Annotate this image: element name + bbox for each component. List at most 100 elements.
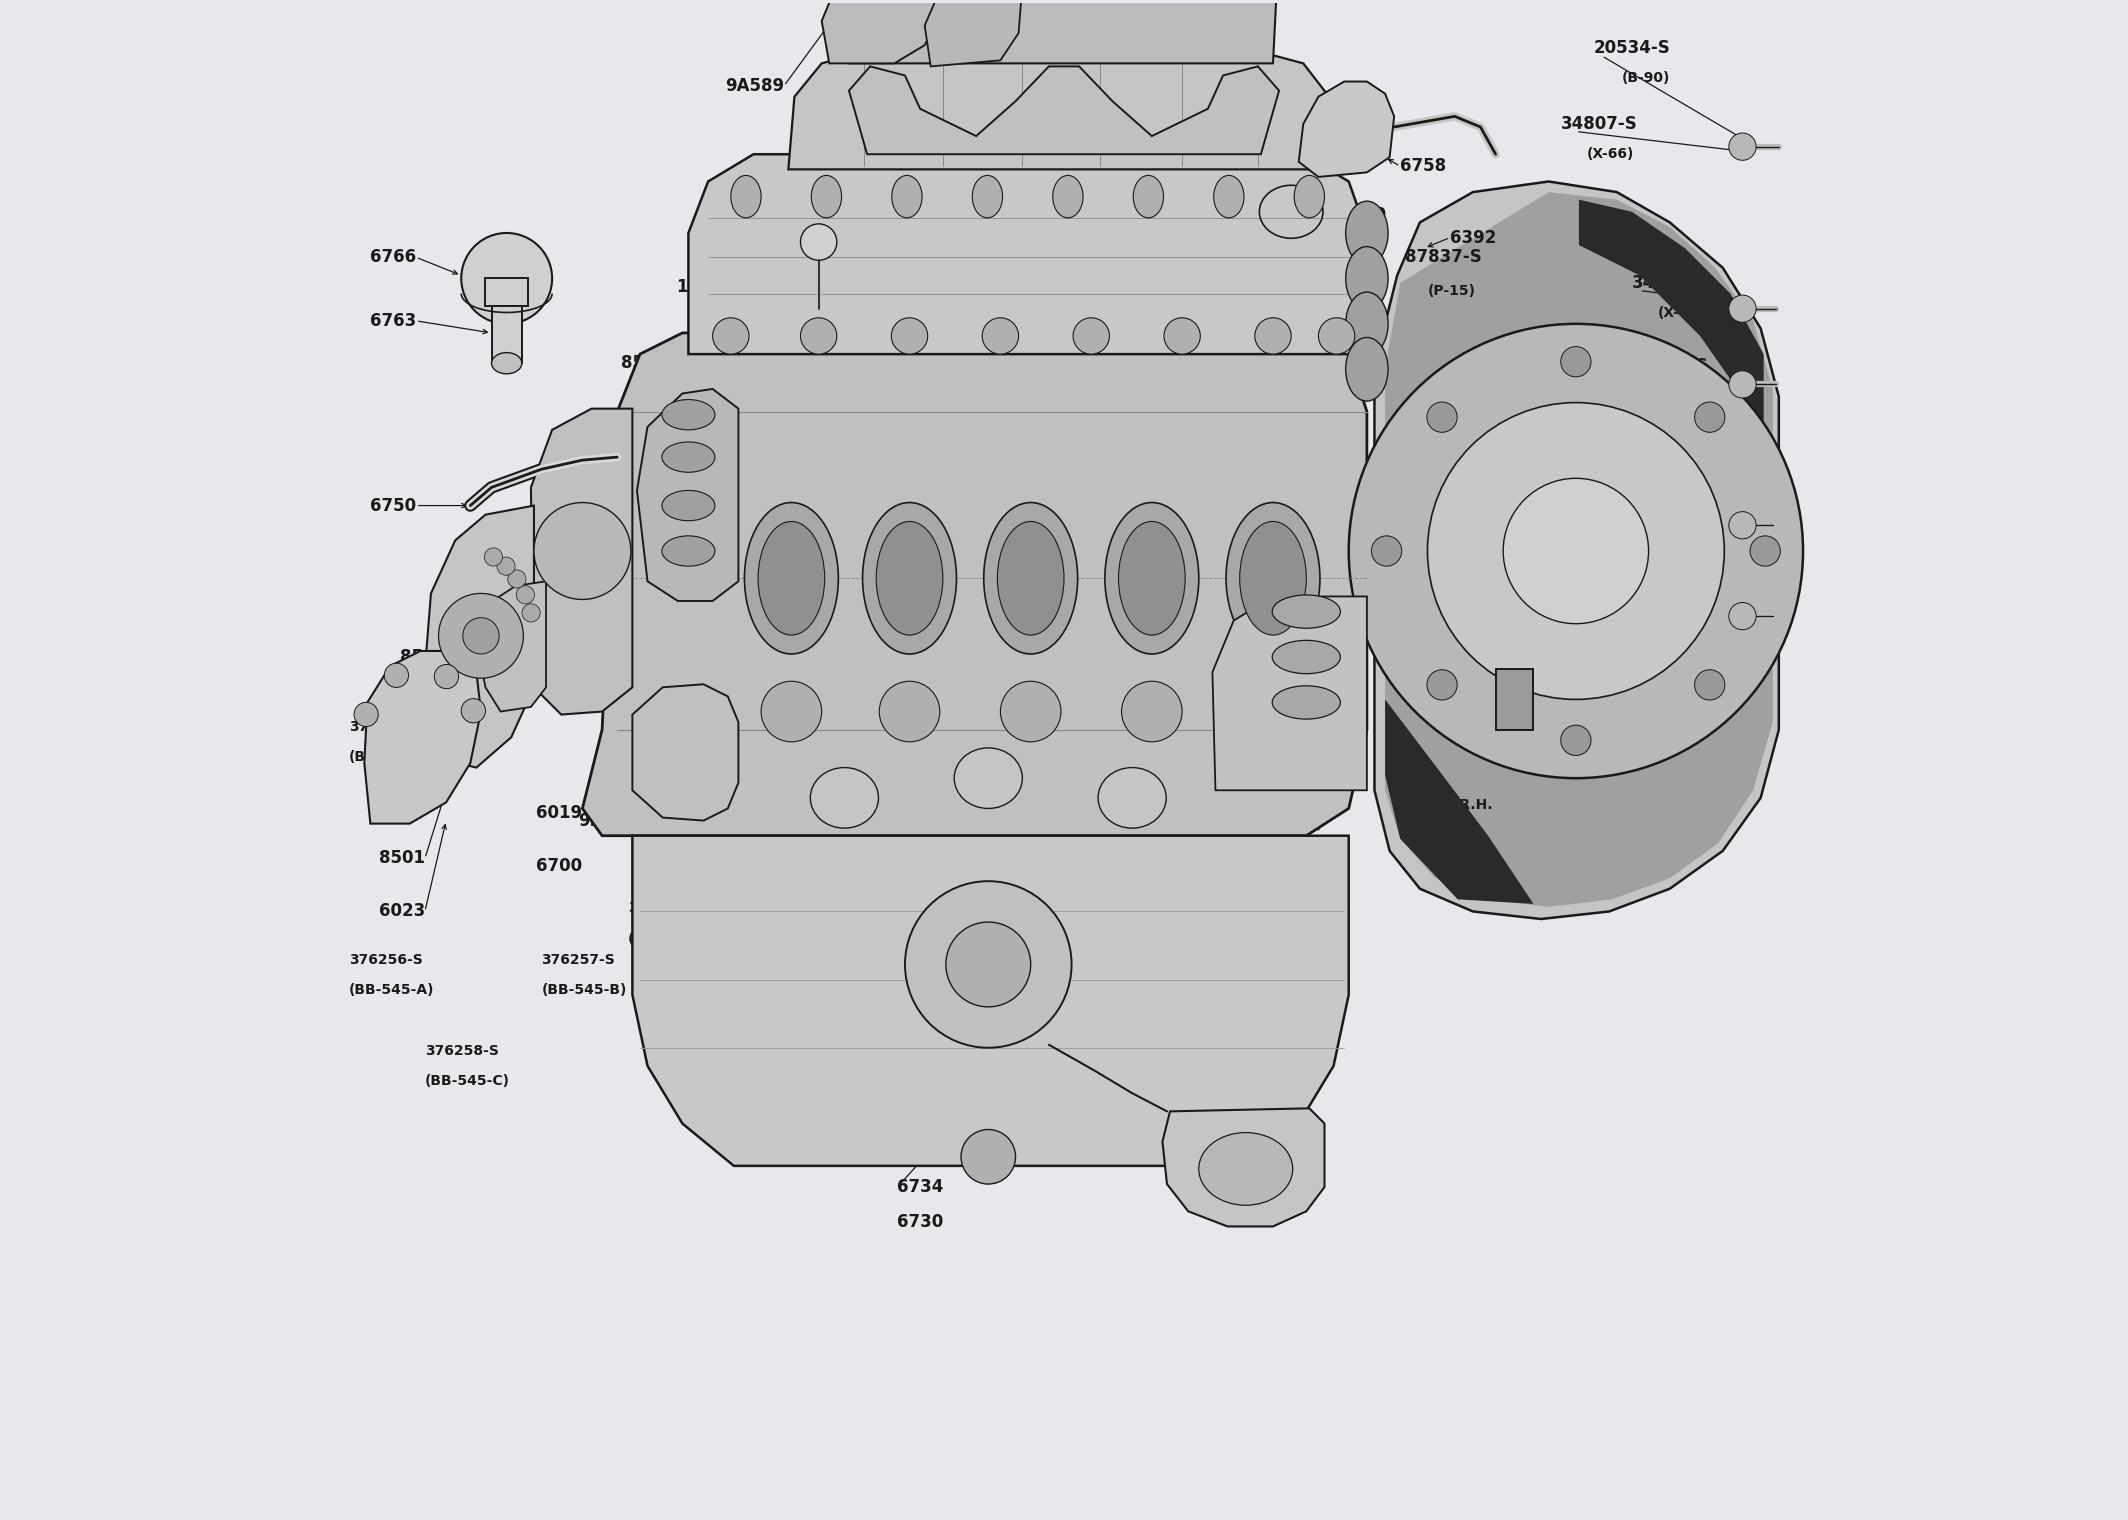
Ellipse shape	[662, 537, 715, 565]
Ellipse shape	[1294, 175, 1324, 217]
Polygon shape	[364, 651, 481, 824]
Ellipse shape	[972, 175, 1002, 217]
Polygon shape	[821, 0, 941, 64]
Ellipse shape	[1273, 594, 1341, 628]
Circle shape	[904, 882, 1073, 1047]
Circle shape	[1502, 479, 1649, 623]
Text: 8255: 8255	[638, 394, 685, 412]
Text: 6731: 6731	[1049, 1096, 1096, 1114]
Polygon shape	[849, 67, 1279, 154]
Circle shape	[983, 318, 1019, 354]
Ellipse shape	[1241, 521, 1307, 635]
Ellipse shape	[662, 442, 715, 473]
Text: 9A 424: 9A 424	[1098, 319, 1162, 337]
Circle shape	[1694, 401, 1726, 432]
Circle shape	[517, 585, 534, 603]
Ellipse shape	[662, 491, 715, 521]
Text: 6781: 6781	[819, 956, 864, 973]
Circle shape	[1000, 681, 1062, 742]
Polygon shape	[530, 409, 632, 714]
Text: 376258-S: 376258-S	[426, 1044, 498, 1058]
Text: 9431-L.H.: 9431-L.H.	[1415, 831, 1492, 845]
Circle shape	[1728, 134, 1756, 160]
Ellipse shape	[998, 521, 1064, 635]
Circle shape	[1256, 318, 1292, 354]
Text: 6700: 6700	[536, 857, 583, 876]
Text: 6026: 6026	[943, 327, 990, 345]
Text: 6600: 6600	[955, 815, 1000, 833]
Text: 9D560: 9D560	[762, 205, 821, 223]
Polygon shape	[632, 836, 1349, 1166]
Circle shape	[892, 318, 928, 354]
Circle shape	[1164, 318, 1200, 354]
Text: 20534-S: 20534-S	[1632, 357, 1709, 375]
Text: 376256-S: 376256-S	[628, 901, 702, 915]
Polygon shape	[632, 684, 738, 821]
Ellipse shape	[1198, 1132, 1292, 1205]
Ellipse shape	[1053, 175, 1083, 217]
Circle shape	[713, 318, 749, 354]
Ellipse shape	[662, 400, 715, 430]
Ellipse shape	[953, 748, 1021, 809]
Circle shape	[962, 1129, 1015, 1184]
Circle shape	[945, 923, 1030, 1006]
Circle shape	[1370, 537, 1402, 565]
Text: 6890: 6890	[1141, 880, 1185, 898]
Ellipse shape	[1226, 503, 1319, 654]
Text: 6049: 6049	[1268, 850, 1315, 868]
Ellipse shape	[1104, 503, 1198, 654]
Ellipse shape	[1345, 292, 1387, 356]
Polygon shape	[689, 154, 1366, 354]
Polygon shape	[485, 278, 528, 306]
Polygon shape	[1162, 1108, 1324, 1227]
Circle shape	[1428, 401, 1458, 432]
Polygon shape	[1385, 699, 1534, 904]
Circle shape	[1319, 318, 1356, 354]
Ellipse shape	[1273, 686, 1341, 719]
Text: 6766: 6766	[370, 248, 415, 266]
Text: 6051: 6051	[807, 763, 851, 781]
Text: (X-64): (X-64)	[1658, 617, 1705, 631]
Circle shape	[1428, 670, 1458, 701]
Circle shape	[1728, 295, 1756, 322]
Polygon shape	[1496, 669, 1534, 730]
Text: 376257-S: 376257-S	[541, 953, 615, 967]
Text: 10884: 10884	[677, 278, 734, 296]
Ellipse shape	[1345, 337, 1387, 401]
Text: (BB-545-A): (BB-545-A)	[349, 983, 434, 997]
Text: 6781: 6781	[1228, 903, 1275, 921]
Circle shape	[800, 318, 836, 354]
Text: (BB-545-B): (BB-545-B)	[541, 983, 628, 997]
Polygon shape	[1375, 181, 1779, 920]
Text: 20534-S: 20534-S	[1594, 40, 1670, 58]
Circle shape	[534, 503, 630, 599]
Text: 6026: 6026	[909, 763, 955, 781]
Ellipse shape	[1213, 175, 1245, 217]
Text: 6675: 6675	[1007, 1129, 1053, 1148]
Text: (BB-545-C): (BB-545-C)	[426, 1075, 511, 1088]
Ellipse shape	[1273, 640, 1341, 673]
Text: 8594: 8594	[621, 433, 668, 451]
Polygon shape	[1579, 199, 1764, 427]
Circle shape	[879, 681, 941, 742]
Ellipse shape	[745, 503, 838, 654]
Circle shape	[1428, 403, 1724, 699]
Circle shape	[1349, 324, 1802, 778]
Ellipse shape	[862, 503, 955, 654]
Text: 20346-S: 20346-S	[1632, 486, 1709, 505]
Text: 6564: 6564	[1283, 614, 1330, 632]
Text: (B-50): (B-50)	[1658, 518, 1707, 532]
Ellipse shape	[983, 503, 1077, 654]
Text: 34806-S: 34806-S	[1632, 584, 1709, 602]
Text: 9A589: 9A589	[726, 78, 783, 96]
Text: 6763: 6763	[370, 312, 415, 330]
Ellipse shape	[1134, 175, 1164, 217]
Ellipse shape	[1119, 521, 1185, 635]
Circle shape	[800, 223, 836, 260]
Text: 6626: 6626	[955, 1000, 1000, 1018]
Circle shape	[1694, 670, 1726, 701]
Polygon shape	[426, 506, 534, 768]
Polygon shape	[926, 0, 1021, 67]
Ellipse shape	[1098, 768, 1166, 828]
Text: 87837-S: 87837-S	[1404, 248, 1481, 266]
